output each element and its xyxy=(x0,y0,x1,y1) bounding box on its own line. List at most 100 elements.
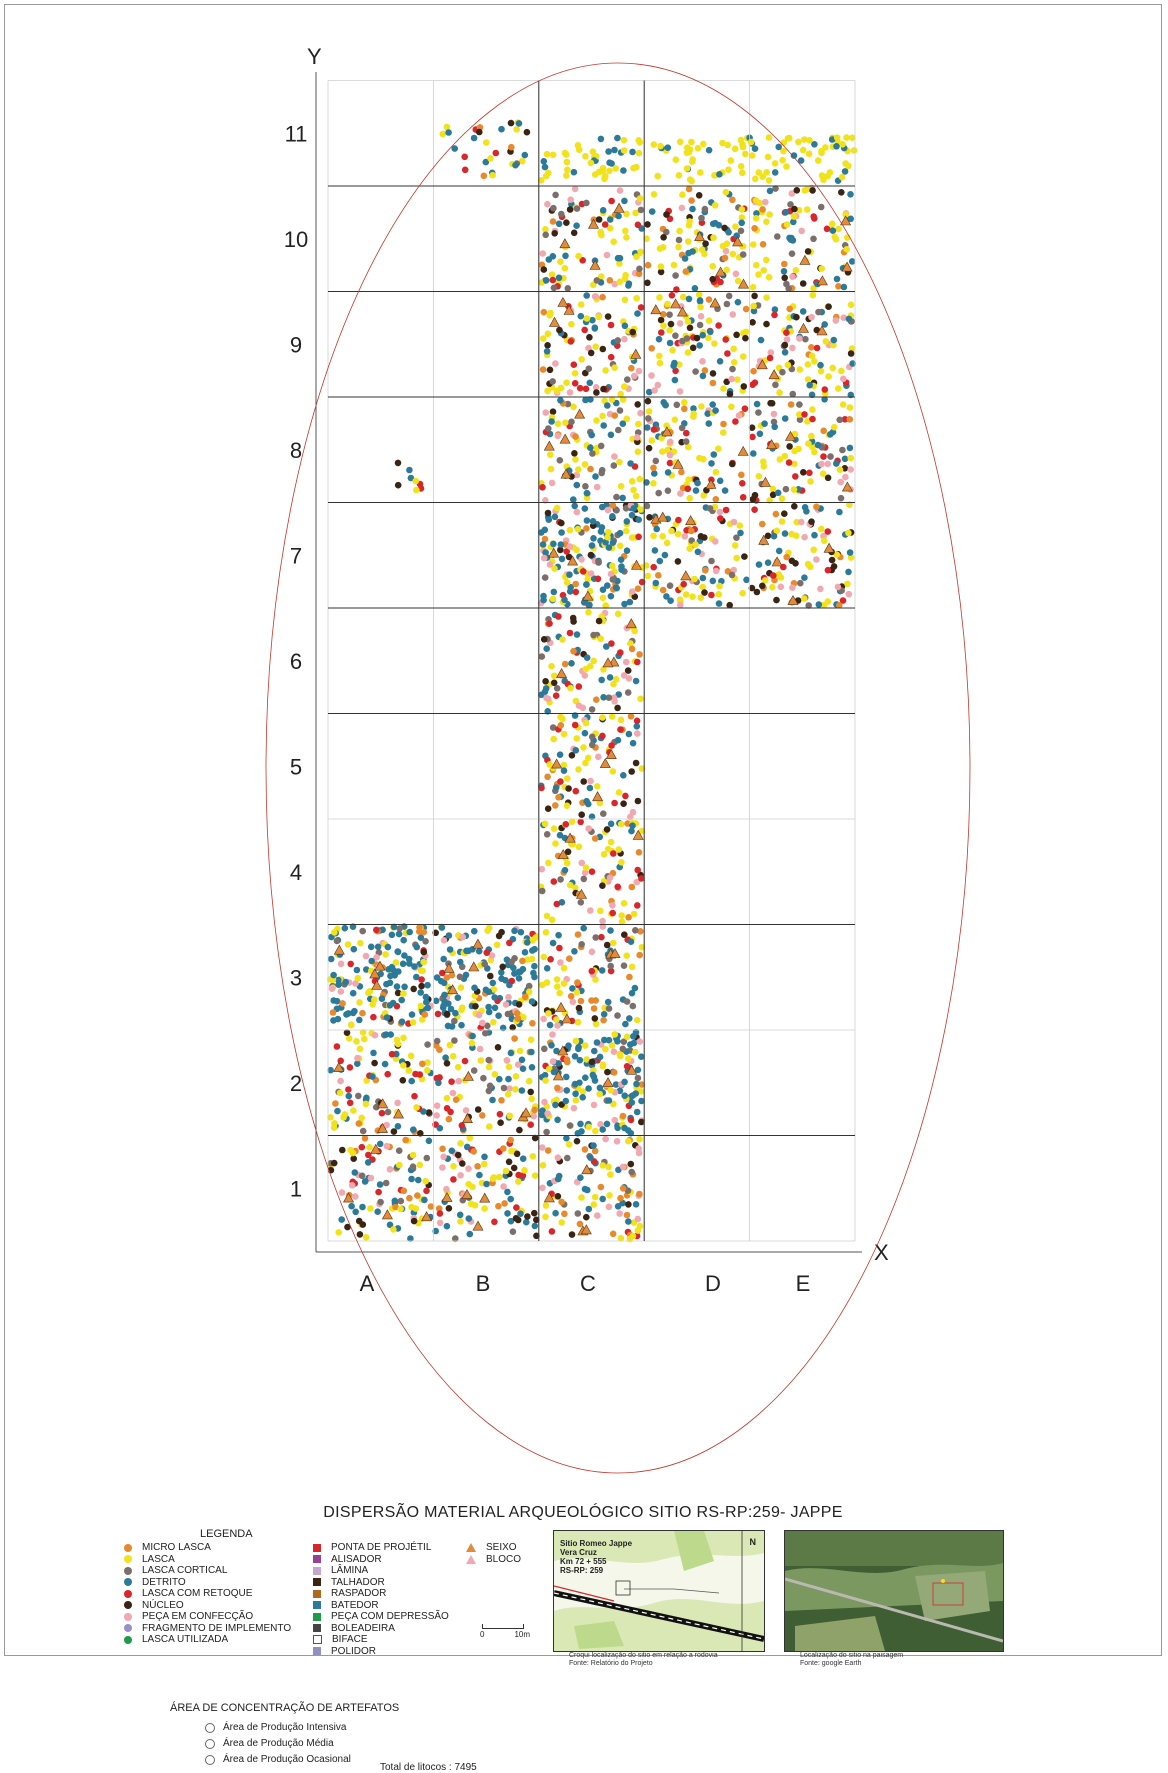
artifact-dot xyxy=(676,320,684,327)
artifact-dot xyxy=(604,402,611,409)
artifact-dot xyxy=(643,235,650,242)
artifact-dot xyxy=(490,986,498,993)
artifact-dot xyxy=(518,1087,526,1094)
artifact-dot xyxy=(681,399,688,406)
artifact-dot xyxy=(571,370,579,377)
artifact-dot xyxy=(593,1039,601,1046)
artifact-dot xyxy=(568,320,575,328)
artifact-dot xyxy=(805,602,812,609)
artifact-dot xyxy=(697,303,704,311)
artifact-dot xyxy=(760,463,768,470)
sketch-caption: Croqui localização do sitio em relação a… xyxy=(569,1652,718,1668)
artifact-dot xyxy=(792,266,800,274)
artifact-dot xyxy=(621,296,629,304)
artifact-dot xyxy=(650,563,657,571)
artifact-dot xyxy=(737,227,745,235)
artifact-dot xyxy=(623,547,631,554)
artifact-dot xyxy=(540,308,548,316)
artifact-dot xyxy=(399,960,407,968)
artifact-dot xyxy=(686,494,693,502)
artifact-dot xyxy=(635,149,643,157)
artifact-dot xyxy=(845,568,852,576)
artifact-dot xyxy=(634,658,641,666)
artifact-dot xyxy=(529,947,536,954)
artifact-dot xyxy=(556,457,564,464)
artifact-dot xyxy=(491,1218,498,1226)
artifact-dot xyxy=(577,301,585,308)
artifact-dot xyxy=(582,864,590,871)
artifact-dot xyxy=(607,353,615,361)
seixo-marker xyxy=(694,230,706,241)
artifact-dot xyxy=(804,376,812,383)
artifact-dot xyxy=(628,534,636,541)
artifact-dot xyxy=(634,1066,642,1074)
artifact-dot xyxy=(685,149,693,156)
artifact-dot xyxy=(476,128,483,136)
legend-item-label: LÂMINA xyxy=(331,1565,369,1576)
artifact-dot xyxy=(697,169,704,176)
artifact-dot xyxy=(809,187,816,194)
artifact-dot xyxy=(452,1096,460,1103)
artifact-dot xyxy=(634,866,641,874)
artifact-dot xyxy=(556,751,564,758)
artifact-dot xyxy=(699,574,707,582)
artifact-dot xyxy=(840,375,847,383)
artifact-dot xyxy=(632,677,640,685)
artifact-dot xyxy=(716,358,724,365)
artifact-dot xyxy=(611,280,618,288)
artifact-dot xyxy=(636,195,644,202)
artifact-dot xyxy=(424,1067,431,1074)
artifact-dot xyxy=(394,1099,401,1107)
artifact-dot xyxy=(333,1043,341,1050)
artifact-dot xyxy=(587,159,595,167)
artifact-dot xyxy=(546,620,553,627)
artifact-dot xyxy=(594,783,601,790)
artifact-dot xyxy=(451,1037,458,1044)
artifact-dot xyxy=(771,306,779,313)
artifact-dot xyxy=(781,530,789,537)
artifact-dot xyxy=(548,271,556,279)
artifact-dot xyxy=(616,529,624,537)
artifact-dot xyxy=(496,1075,503,1083)
artifact-dot xyxy=(755,472,763,480)
seixo-marker xyxy=(377,1098,389,1109)
artifact-dot xyxy=(636,1038,644,1045)
artifact-dot xyxy=(685,238,692,245)
artifact-dot xyxy=(425,1109,433,1116)
artifact-dot xyxy=(608,396,616,403)
artifact-dot xyxy=(685,295,693,303)
artifact-dot xyxy=(806,469,813,477)
artifact-dot xyxy=(524,956,531,963)
legend-item-label: BOLEADEIRA xyxy=(331,1622,395,1634)
artifact-dot xyxy=(771,169,779,176)
artifact-dot xyxy=(596,1053,604,1061)
artifact-dot xyxy=(485,1056,493,1064)
artifact-dot xyxy=(611,1116,619,1124)
artifact-dot xyxy=(470,134,478,142)
artifact-dot xyxy=(498,125,505,133)
artifact-dot xyxy=(688,197,695,204)
artifact-dot xyxy=(466,1230,474,1238)
artifact-dot xyxy=(633,294,640,302)
artifact-dot xyxy=(459,1160,466,1167)
artifact-dot xyxy=(769,583,776,591)
artifact-dot xyxy=(634,797,642,805)
artifact-dot xyxy=(696,342,703,349)
artifact-dot xyxy=(840,314,847,322)
artifact-dot xyxy=(720,420,727,428)
artifact-dot xyxy=(563,1087,571,1094)
sketch-inset: Sitio Romeo Jappe Vera Cruz Km 72 + 555 … xyxy=(553,1530,765,1652)
seixo-marker xyxy=(381,1209,393,1220)
artifact-dot xyxy=(800,595,808,602)
artifact-dot xyxy=(593,277,601,284)
artifact-dot xyxy=(712,407,719,414)
artifact-dot xyxy=(485,1063,493,1071)
artifact-dot xyxy=(583,1213,590,1221)
artifact-dot xyxy=(720,429,727,436)
artifact-dot xyxy=(841,416,849,423)
artifact-dots-layer xyxy=(327,119,858,1243)
artifact-dot xyxy=(542,549,549,556)
artifact-dot xyxy=(539,1184,546,1192)
artifact-dot xyxy=(638,765,646,772)
artifact-dot xyxy=(573,631,581,638)
